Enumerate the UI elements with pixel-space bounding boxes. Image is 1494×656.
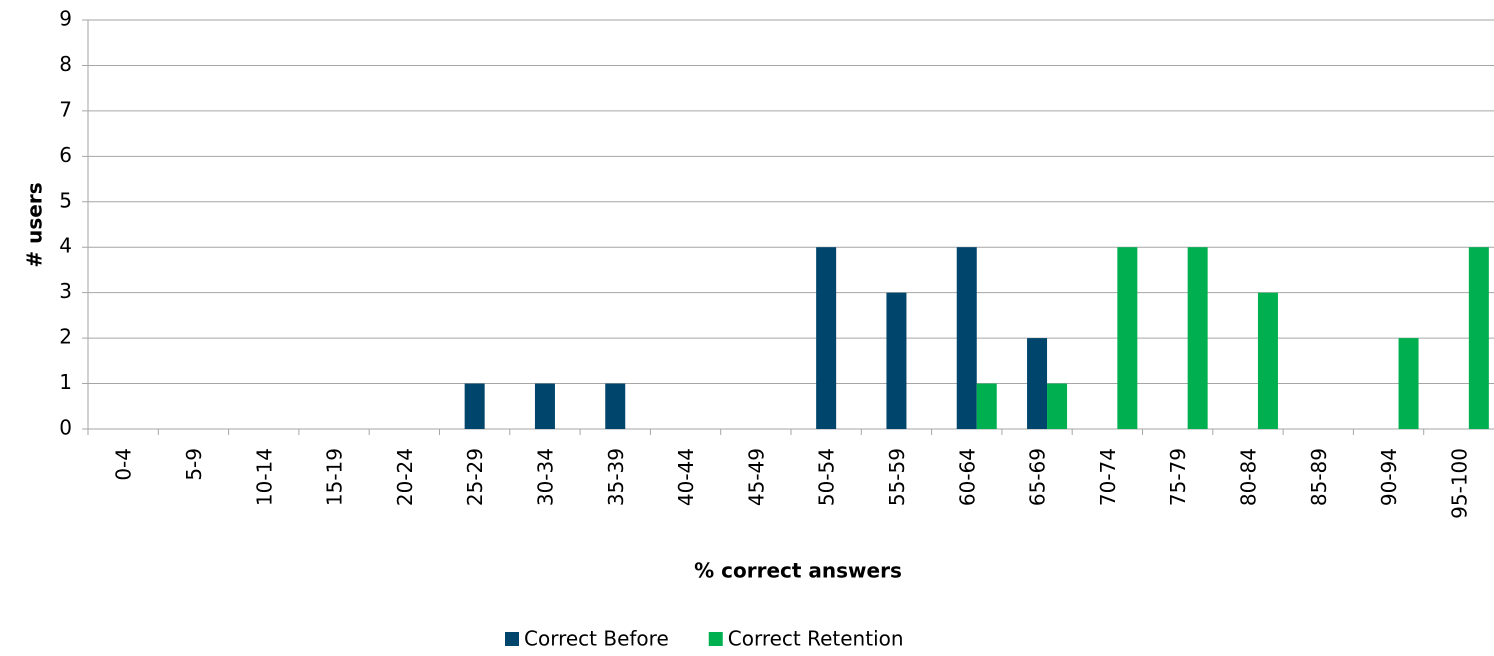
y-axis-title: # users [23,182,47,267]
y-tick-label: 1 [59,370,72,394]
bar [816,247,837,429]
x-tick-label: 55-59 [885,448,909,506]
x-tick-label: 75-79 [1166,448,1190,506]
y-tick-label: 4 [59,234,72,258]
x-tick-label: 20-24 [393,448,417,506]
x-tick-label: 50-54 [815,448,839,506]
y-tick-label: 8 [59,52,72,76]
x-tick-label: 95-100 [1447,448,1471,519]
x-tick-label: 80-84 [1236,448,1260,506]
bar [886,292,907,429]
bar [1117,247,1138,429]
x-tick-label: 40-44 [674,448,698,506]
legend-swatch [708,632,723,646]
legend-label: Correct Before [524,627,669,651]
legend-label: Correct Retention [728,627,904,651]
x-tick-label: 30-34 [533,448,557,506]
x-tick-label: 45-49 [744,448,768,506]
x-tick-label: 60-64 [955,448,979,506]
y-tick-label: 3 [59,279,72,303]
bar [1468,247,1489,429]
x-tick-label: 85-89 [1307,448,1331,506]
y-tick-label: 5 [59,188,72,212]
bar [956,247,977,429]
x-tick-label: 25-29 [463,448,487,506]
y-tick-label: 2 [59,325,72,349]
x-tick-label: 65-69 [1026,448,1050,506]
bar [1027,338,1048,429]
bar [976,383,997,429]
x-tick-label: 70-74 [1096,448,1120,506]
bar [1257,292,1278,429]
x-tick-label: 0-4 [112,448,136,481]
y-tick-label: 9 [59,7,72,31]
bar [1047,383,1068,429]
legend-swatch [505,632,519,646]
x-tick-label: 5-9 [182,448,206,481]
y-tick-label: 6 [59,143,72,167]
bar [534,383,555,429]
x-tick-label: 90-94 [1377,448,1401,506]
y-tick-label: 0 [59,416,72,440]
x-tick-label: 10-14 [252,448,276,506]
x-tick-label: 35-39 [604,448,628,506]
x-tick-label: 15-19 [323,448,347,506]
bar [605,383,626,429]
bar [464,383,485,429]
bar [1398,338,1419,429]
y-tick-label: 7 [59,97,72,121]
x-axis-title: % correct answers [694,559,902,583]
bar [1187,247,1208,429]
